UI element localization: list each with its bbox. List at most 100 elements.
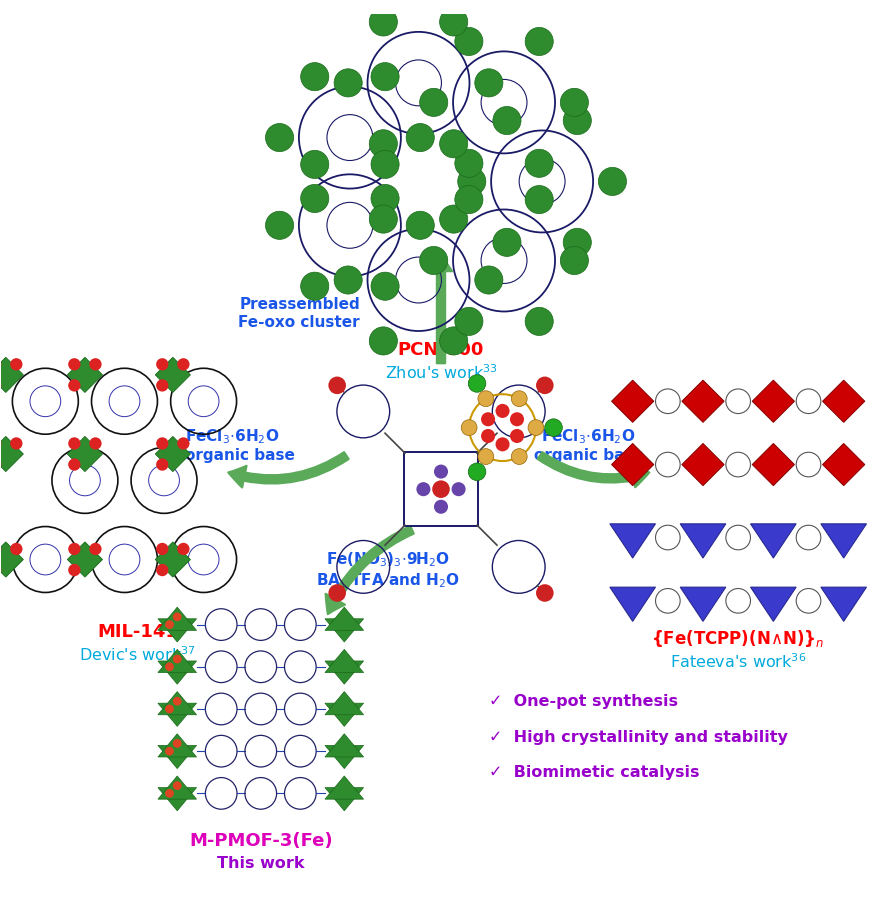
Text: PCN-600: PCN-600 bbox=[398, 341, 484, 360]
Circle shape bbox=[525, 307, 553, 335]
Polygon shape bbox=[823, 380, 864, 422]
Polygon shape bbox=[155, 357, 191, 392]
Circle shape bbox=[11, 438, 22, 449]
Circle shape bbox=[407, 123, 434, 152]
Circle shape bbox=[432, 480, 450, 498]
Circle shape bbox=[496, 438, 510, 451]
Circle shape bbox=[156, 438, 168, 449]
Text: {Fe(TCPP)(N$\wedge$N)}$_n$: {Fe(TCPP)(N$\wedge$N)}$_n$ bbox=[652, 628, 825, 649]
Circle shape bbox=[0, 358, 2, 370]
Circle shape bbox=[545, 419, 563, 437]
Polygon shape bbox=[0, 437, 23, 471]
Circle shape bbox=[525, 149, 553, 177]
Circle shape bbox=[177, 358, 190, 370]
Circle shape bbox=[156, 564, 168, 577]
Circle shape bbox=[560, 88, 588, 116]
Polygon shape bbox=[325, 787, 363, 811]
Text: This work: This work bbox=[217, 856, 304, 871]
Circle shape bbox=[156, 358, 168, 370]
Circle shape bbox=[371, 272, 400, 301]
FancyArrowPatch shape bbox=[538, 452, 649, 488]
Polygon shape bbox=[821, 524, 866, 558]
Circle shape bbox=[439, 8, 467, 36]
Text: Fateeva's work$^{36}$: Fateeva's work$^{36}$ bbox=[670, 652, 806, 671]
Polygon shape bbox=[158, 745, 197, 768]
Polygon shape bbox=[325, 734, 363, 757]
Circle shape bbox=[177, 543, 190, 555]
Circle shape bbox=[478, 449, 494, 465]
Polygon shape bbox=[325, 703, 363, 726]
Polygon shape bbox=[0, 542, 23, 577]
Polygon shape bbox=[158, 618, 197, 642]
Circle shape bbox=[0, 380, 2, 391]
Circle shape bbox=[455, 149, 483, 177]
Text: Devic's work$^{37}$: Devic's work$^{37}$ bbox=[79, 645, 196, 664]
Circle shape bbox=[68, 358, 80, 370]
Polygon shape bbox=[325, 692, 363, 715]
Circle shape bbox=[475, 266, 503, 294]
Polygon shape bbox=[752, 443, 795, 486]
Circle shape bbox=[371, 63, 400, 91]
Polygon shape bbox=[158, 649, 197, 673]
Polygon shape bbox=[155, 542, 191, 577]
Circle shape bbox=[328, 584, 346, 602]
Polygon shape bbox=[680, 587, 726, 621]
Circle shape bbox=[0, 459, 2, 470]
Polygon shape bbox=[682, 380, 724, 422]
Circle shape bbox=[265, 123, 294, 152]
Circle shape bbox=[334, 69, 363, 97]
Circle shape bbox=[370, 205, 398, 233]
Circle shape bbox=[165, 789, 174, 798]
Circle shape bbox=[434, 499, 448, 514]
Circle shape bbox=[177, 438, 190, 449]
Polygon shape bbox=[158, 692, 197, 715]
Circle shape bbox=[493, 228, 521, 256]
Circle shape bbox=[68, 380, 80, 391]
Circle shape bbox=[301, 184, 329, 212]
Polygon shape bbox=[325, 649, 363, 673]
Circle shape bbox=[416, 482, 430, 496]
Circle shape bbox=[156, 543, 168, 555]
Polygon shape bbox=[752, 380, 795, 422]
Circle shape bbox=[0, 438, 2, 449]
Circle shape bbox=[439, 205, 467, 233]
Circle shape bbox=[173, 781, 182, 790]
Circle shape bbox=[528, 419, 544, 436]
Polygon shape bbox=[823, 443, 864, 486]
Polygon shape bbox=[0, 357, 23, 392]
Circle shape bbox=[0, 564, 2, 577]
Circle shape bbox=[468, 375, 486, 392]
Polygon shape bbox=[821, 587, 866, 621]
Polygon shape bbox=[158, 734, 197, 757]
Text: Fe(NO$_3$)$_3$$\cdot$9H$_2$O
BA, TFA and H$_2$O: Fe(NO$_3$)$_3$$\cdot$9H$_2$O BA, TFA and… bbox=[316, 550, 460, 590]
Circle shape bbox=[89, 543, 101, 555]
Circle shape bbox=[156, 380, 168, 391]
Polygon shape bbox=[682, 443, 724, 486]
Circle shape bbox=[165, 662, 174, 671]
Circle shape bbox=[301, 151, 329, 179]
Polygon shape bbox=[158, 776, 197, 799]
Circle shape bbox=[475, 69, 503, 97]
Circle shape bbox=[370, 327, 398, 355]
Circle shape bbox=[68, 543, 80, 555]
FancyArrowPatch shape bbox=[325, 526, 414, 614]
Polygon shape bbox=[325, 607, 363, 630]
FancyArrowPatch shape bbox=[228, 452, 348, 488]
Circle shape bbox=[564, 228, 591, 256]
Circle shape bbox=[510, 412, 524, 426]
Circle shape bbox=[420, 88, 448, 116]
Circle shape bbox=[265, 212, 294, 240]
Circle shape bbox=[481, 429, 495, 443]
Circle shape bbox=[371, 184, 400, 212]
Circle shape bbox=[68, 564, 80, 577]
Circle shape bbox=[598, 167, 626, 195]
Text: Preassembled
Fe-oxo cluster: Preassembled Fe-oxo cluster bbox=[238, 297, 360, 330]
Circle shape bbox=[525, 27, 553, 55]
Circle shape bbox=[370, 8, 398, 36]
Polygon shape bbox=[158, 703, 197, 726]
Polygon shape bbox=[609, 524, 655, 558]
Circle shape bbox=[560, 246, 588, 274]
Polygon shape bbox=[609, 587, 655, 621]
Polygon shape bbox=[325, 776, 363, 799]
Circle shape bbox=[68, 459, 80, 470]
